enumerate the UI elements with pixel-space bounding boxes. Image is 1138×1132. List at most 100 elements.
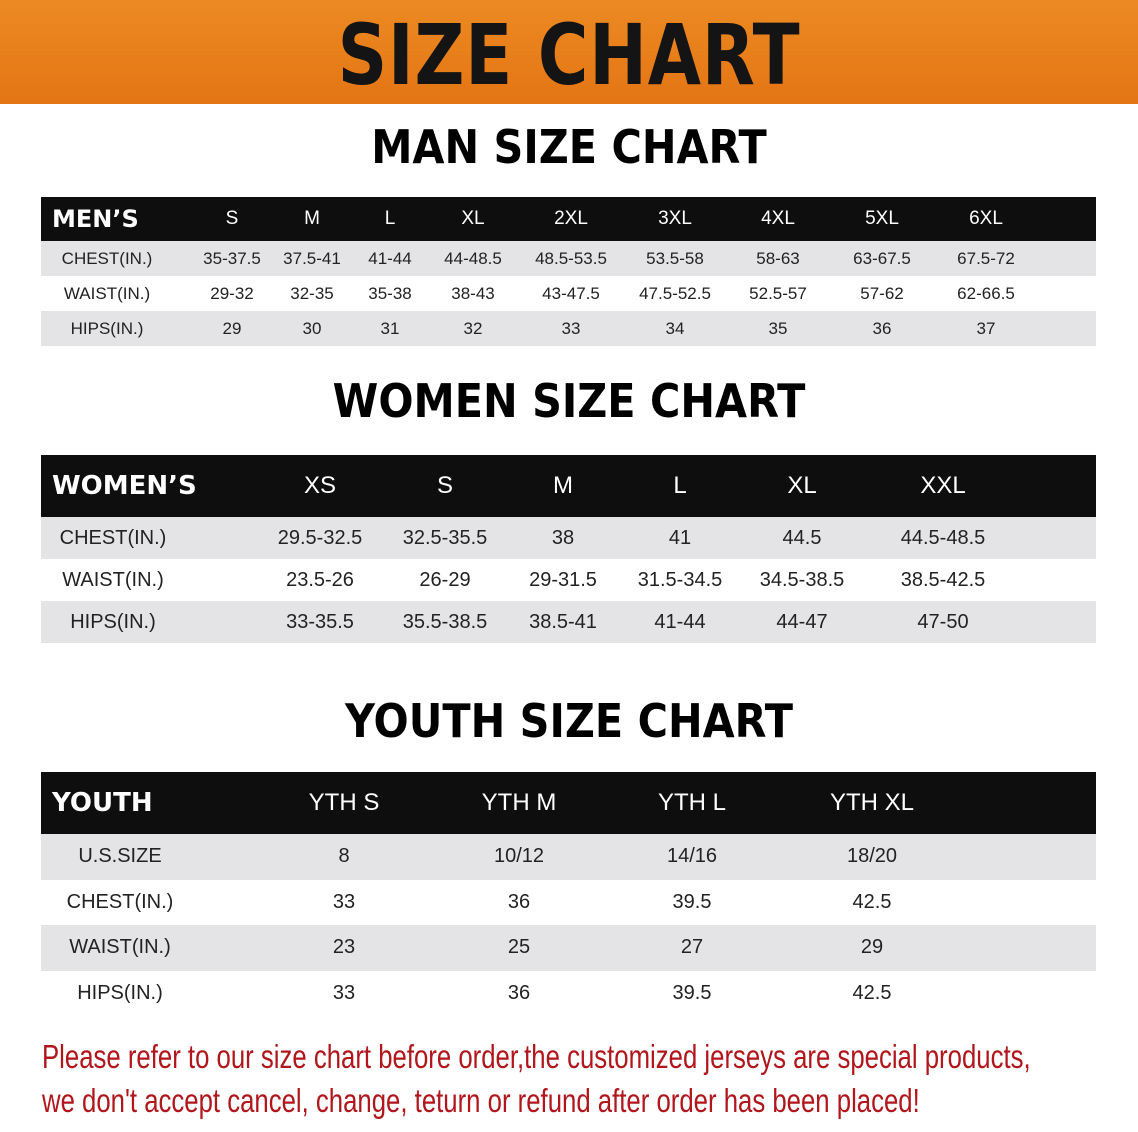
table-cell: 34.5-38.5 (759, 568, 845, 591)
table-cell: 41-44 (654, 610, 706, 633)
table-row: HIPS(IN.) 29 30 31 32 33 34 35 36 37 (41, 311, 1096, 346)
men-section-title: MAN SIZE CHART (371, 120, 767, 174)
table-cell: 36 (872, 318, 892, 338)
size-header: S (436, 472, 454, 499)
table-cell: 33 (332, 981, 356, 1004)
notice-line-1: Please refer to our size chart before or… (42, 1038, 1031, 1075)
size-header: 5XL (865, 208, 899, 229)
size-header: 3XL (658, 208, 692, 229)
measure-label: WAIST(IN.) (69, 936, 171, 959)
women-size-table: WOMEN’S XS S M L XL XXL CHEST(IN.) 29.5-32.5 32.5… (41, 455, 1096, 643)
table-cell: 26-29 (419, 568, 471, 591)
table-corner-label: MEN’S (52, 205, 139, 233)
table-corner-label: WOMEN’S (52, 471, 197, 501)
table-cell: 42.5 (852, 890, 892, 913)
youth-section-title: YOUTH SIZE CHART (345, 694, 793, 748)
measure-label: U.S.SIZE (78, 845, 162, 868)
measure-label: CHEST(IN.) (59, 526, 167, 549)
table-cell: 10/12 (493, 845, 545, 868)
size-header: XS (303, 472, 337, 499)
table-cell: 44.5 (782, 526, 822, 549)
table-row: WAIST(IN.) 29-32 32-35 35-38 38-43 43-47.5 47.… (41, 276, 1096, 311)
table-cell: 47.5-52.5 (639, 283, 711, 303)
banner: SIZE CHART (0, 0, 1138, 104)
table-cell: 57-62 (860, 283, 904, 303)
table-cell: 29.5-32.5 (277, 526, 363, 549)
table-cell: 36 (507, 981, 531, 1004)
table-cell: 35-37.5 (203, 248, 261, 268)
table-cell: 25 (507, 936, 531, 959)
table-row: CHEST(IN.) 33 36 39.5 42.5 (41, 879, 1096, 925)
notice-line-2: we don't accept cancel, change, teturn o… (42, 1082, 920, 1119)
table-cell: 14/16 (666, 845, 718, 868)
men-header-row: MEN’S S M L XL 2XL 3XL 4XL 5XL 6XL (41, 197, 1096, 241)
table-cell: 39.5 (672, 981, 712, 1004)
table-cell: 62-66.5 (957, 283, 1015, 303)
size-header: 2XL (554, 208, 588, 229)
size-header: S (225, 208, 239, 229)
table-cell: 44-48.5 (444, 248, 502, 268)
table-cell: 35.5-38.5 (402, 610, 488, 633)
table-corner-label: YOUTH (52, 788, 153, 818)
measure-label: HIPS(IN.) (70, 610, 156, 633)
table-cell: 29 (860, 936, 884, 959)
measure-label: HIPS(IN.) (70, 318, 144, 338)
table-cell: 33 (561, 318, 581, 338)
measure-label: WAIST(IN.) (63, 283, 151, 303)
table-cell: 38 (551, 526, 575, 549)
size-header: YTH M (481, 789, 557, 816)
table-cell: 37 (976, 318, 996, 338)
table-cell: 52.5-57 (749, 283, 807, 303)
size-header: M (553, 472, 573, 499)
table-row: HIPS(IN.) 33-35.5 35.5-38.5 38.5-41 41-44 44-… (41, 601, 1096, 643)
table-cell: 32 (463, 318, 483, 338)
table-cell: 44-47 (776, 610, 828, 633)
table-cell: 41-44 (368, 248, 412, 268)
table-cell: 38.5-42.5 (900, 568, 986, 591)
youth-header-row: YOUTH YTH S YTH M YTH L YTH XL (41, 772, 1096, 834)
table-cell: 31.5-34.5 (637, 568, 723, 591)
women-section-title: WOMEN SIZE CHART (332, 374, 806, 428)
size-header: L (673, 472, 687, 499)
size-header: XL (787, 472, 817, 499)
size-header: YTH S (308, 789, 380, 816)
table-row: WAIST(IN.) 23 25 27 29 (41, 925, 1096, 971)
table-row: U.S.SIZE 8 10/12 14/16 18/20 (41, 834, 1096, 880)
table-cell: 18/20 (846, 845, 898, 868)
table-cell: 35-38 (368, 283, 412, 303)
size-header: XXL (920, 472, 966, 499)
size-header: YTH XL (829, 789, 915, 816)
size-header: L (384, 208, 396, 229)
table-cell: 38-43 (451, 283, 495, 303)
table-cell: 23.5-26 (286, 568, 354, 591)
table-cell: 39.5 (672, 890, 712, 913)
table-cell: 38.5-41 (529, 610, 597, 633)
table-cell: 67.5-72 (957, 248, 1015, 268)
measure-label: CHEST(IN.) (61, 248, 153, 268)
table-cell: 36 (507, 890, 531, 913)
size-header: YTH L (657, 789, 727, 816)
table-cell: 33-35.5 (286, 610, 354, 633)
table-cell: 8 (338, 845, 350, 868)
table-cell: 32.5-35.5 (402, 526, 488, 549)
table-cell: 44.5-48.5 (900, 526, 986, 549)
table-cell: 53.5-58 (646, 248, 704, 268)
table-row: CHEST(IN.) 35-37.5 37.5-41 41-44 44-48.5 48.5… (41, 241, 1096, 276)
table-row: HIPS(IN.) 33 36 39.5 42.5 (41, 970, 1096, 1016)
table-cell: 27 (680, 936, 704, 959)
table-cell: 30 (302, 318, 322, 338)
women-header-row: WOMEN’S XS S M L XL XXL (41, 455, 1096, 517)
table-cell: 41 (668, 526, 692, 549)
table-cell: 29 (222, 318, 242, 338)
size-header: 6XL (969, 208, 1003, 229)
table-cell: 47-50 (917, 610, 969, 633)
size-header: M (304, 208, 320, 229)
table-cell: 29-32 (210, 283, 254, 303)
youth-size-table: YOUTH YTH S YTH M YTH L YTH XL U.S.SIZE 8 10/12… (41, 772, 1096, 1016)
measure-label: CHEST(IN.) (66, 890, 174, 913)
men-size-table: MEN’S S M L XL 2XL 3XL 4XL 5XL 6XL CHEST(IN.) 35-37… (41, 197, 1096, 346)
table-cell: 37.5-41 (283, 248, 341, 268)
measure-label: WAIST(IN.) (62, 568, 164, 591)
banner-title: SIZE CHART (337, 6, 801, 104)
table-cell: 32-35 (290, 283, 334, 303)
